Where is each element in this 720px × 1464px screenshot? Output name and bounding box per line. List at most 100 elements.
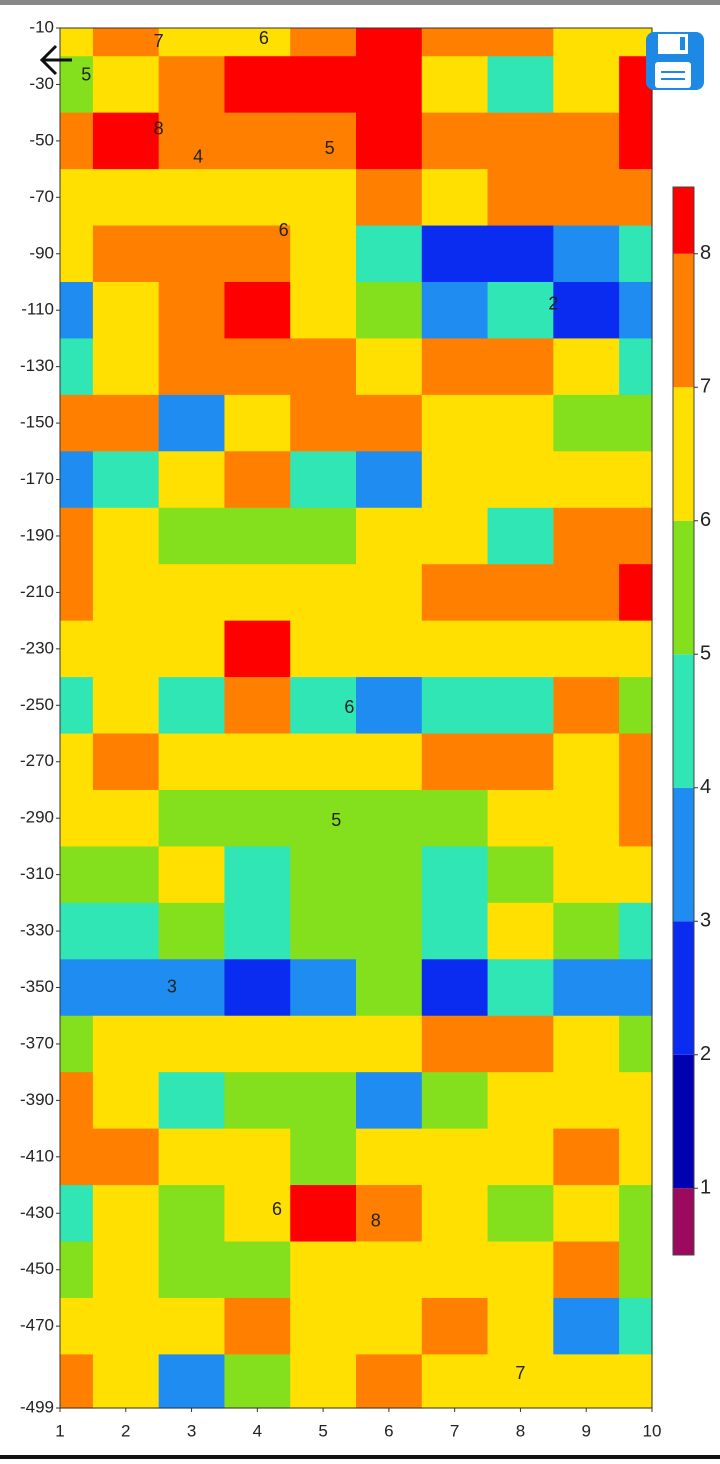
contour-cell bbox=[553, 281, 620, 340]
colorbar-frame bbox=[672, 186, 695, 1256]
contour-cell bbox=[487, 338, 554, 396]
contour-cell bbox=[158, 112, 226, 170]
contour-cell bbox=[92, 225, 160, 283]
contour-cell bbox=[158, 1072, 226, 1130]
y-tick-label: -250 bbox=[20, 695, 54, 714]
contour-cell bbox=[224, 733, 291, 791]
contour-cell bbox=[290, 1185, 357, 1243]
contour-cell bbox=[92, 1354, 160, 1409]
y-tick-label: -230 bbox=[20, 638, 54, 657]
back-button[interactable] bbox=[39, 44, 72, 76]
contour-cell bbox=[158, 620, 226, 678]
contour-cell bbox=[356, 338, 423, 396]
y-tick-label: -430 bbox=[20, 1203, 54, 1222]
contour-cell bbox=[290, 507, 357, 565]
contour-cell bbox=[487, 846, 554, 904]
contour-cell bbox=[92, 1241, 160, 1299]
y-tick-label: -210 bbox=[20, 582, 54, 601]
y-tick-label: -350 bbox=[20, 977, 54, 996]
contour-label: 6 bbox=[279, 220, 289, 240]
contour-cell bbox=[224, 1072, 291, 1130]
contour-cell bbox=[158, 1128, 226, 1186]
contour-cell bbox=[158, 28, 226, 57]
contour-cell bbox=[487, 281, 554, 340]
contour-cell bbox=[619, 789, 653, 848]
contour-cell bbox=[92, 1297, 160, 1355]
contour-cell bbox=[92, 959, 160, 1017]
contour-cell bbox=[224, 1185, 291, 1243]
contour-cell bbox=[421, 677, 489, 735]
save-button[interactable] bbox=[646, 32, 704, 90]
contour-cell bbox=[356, 620, 423, 678]
contour-cell bbox=[356, 733, 423, 791]
contour-cell bbox=[553, 789, 620, 848]
colorbar-segment bbox=[673, 387, 694, 521]
contour-cell bbox=[92, 169, 160, 227]
contour-cell bbox=[487, 733, 554, 791]
contour-cell bbox=[290, 789, 357, 848]
contour-cell bbox=[224, 281, 291, 340]
contour-cell bbox=[60, 959, 94, 1017]
contour-cell bbox=[224, 1354, 291, 1409]
contour-cell bbox=[60, 28, 94, 57]
contour-cell bbox=[92, 56, 160, 114]
contour-label: 6 bbox=[344, 697, 354, 717]
contour-cell bbox=[487, 1297, 554, 1355]
contour-cell bbox=[158, 169, 226, 227]
contour-cell bbox=[158, 225, 226, 283]
contour-cell bbox=[553, 1015, 620, 1073]
contour-cell bbox=[619, 564, 653, 622]
contour-cell bbox=[619, 1354, 653, 1409]
contour-cell bbox=[290, 451, 357, 509]
contour-cell bbox=[290, 56, 357, 114]
contour-cell bbox=[487, 564, 554, 622]
contour-cell bbox=[158, 281, 226, 340]
contour-cell bbox=[356, 564, 423, 622]
contour-label: 5 bbox=[331, 810, 341, 830]
contour-cell bbox=[92, 564, 160, 622]
contour-cell bbox=[487, 1072, 554, 1130]
contour-cell bbox=[158, 1354, 226, 1409]
contour-cell bbox=[224, 338, 291, 396]
contour-cell bbox=[356, 1015, 423, 1073]
x-tick-label: 2 bbox=[121, 1421, 130, 1440]
contour-cell bbox=[158, 56, 226, 114]
contour-cell bbox=[619, 394, 653, 452]
contour-cell bbox=[92, 1015, 160, 1073]
y-tick-label: -30 bbox=[29, 74, 54, 93]
contour-cell bbox=[356, 1354, 423, 1409]
y-tick-label: -130 bbox=[20, 356, 54, 375]
contour-cell bbox=[158, 733, 226, 791]
contour-cell bbox=[92, 1128, 160, 1186]
contour-cell bbox=[60, 677, 94, 735]
colorbar-tick-label: 8 bbox=[700, 242, 711, 264]
contour-cell bbox=[158, 338, 226, 396]
contour-cell bbox=[92, 677, 160, 735]
contour-cell bbox=[60, 1241, 94, 1299]
x-tick-label: 7 bbox=[450, 1421, 459, 1440]
contour-cell bbox=[619, 1297, 653, 1355]
contour-cell bbox=[487, 789, 554, 848]
contour-cell bbox=[421, 1241, 489, 1299]
contour-cell bbox=[356, 846, 423, 904]
contour-label: 5 bbox=[325, 138, 335, 158]
contour-cell bbox=[487, 1354, 554, 1409]
nav-bar bbox=[0, 1455, 720, 1459]
contour-cell bbox=[356, 677, 423, 735]
contour-cell bbox=[356, 1128, 423, 1186]
contour-cell bbox=[224, 394, 291, 452]
contour-cell bbox=[92, 846, 160, 904]
contour-cell bbox=[290, 677, 357, 735]
contour-cell bbox=[60, 1128, 94, 1186]
contour-label: 6 bbox=[272, 1199, 282, 1219]
contour-cell bbox=[290, 394, 357, 452]
contour-cell bbox=[60, 1354, 94, 1409]
contour-cell bbox=[356, 28, 423, 57]
contour-cell bbox=[421, 1015, 489, 1073]
contour-cell bbox=[421, 733, 489, 791]
contour-cell bbox=[553, 1354, 620, 1409]
contour-cell bbox=[60, 1072, 94, 1130]
contour-cell bbox=[421, 1128, 489, 1186]
contour-cell bbox=[421, 1297, 489, 1355]
y-tick-label: -50 bbox=[29, 130, 54, 149]
